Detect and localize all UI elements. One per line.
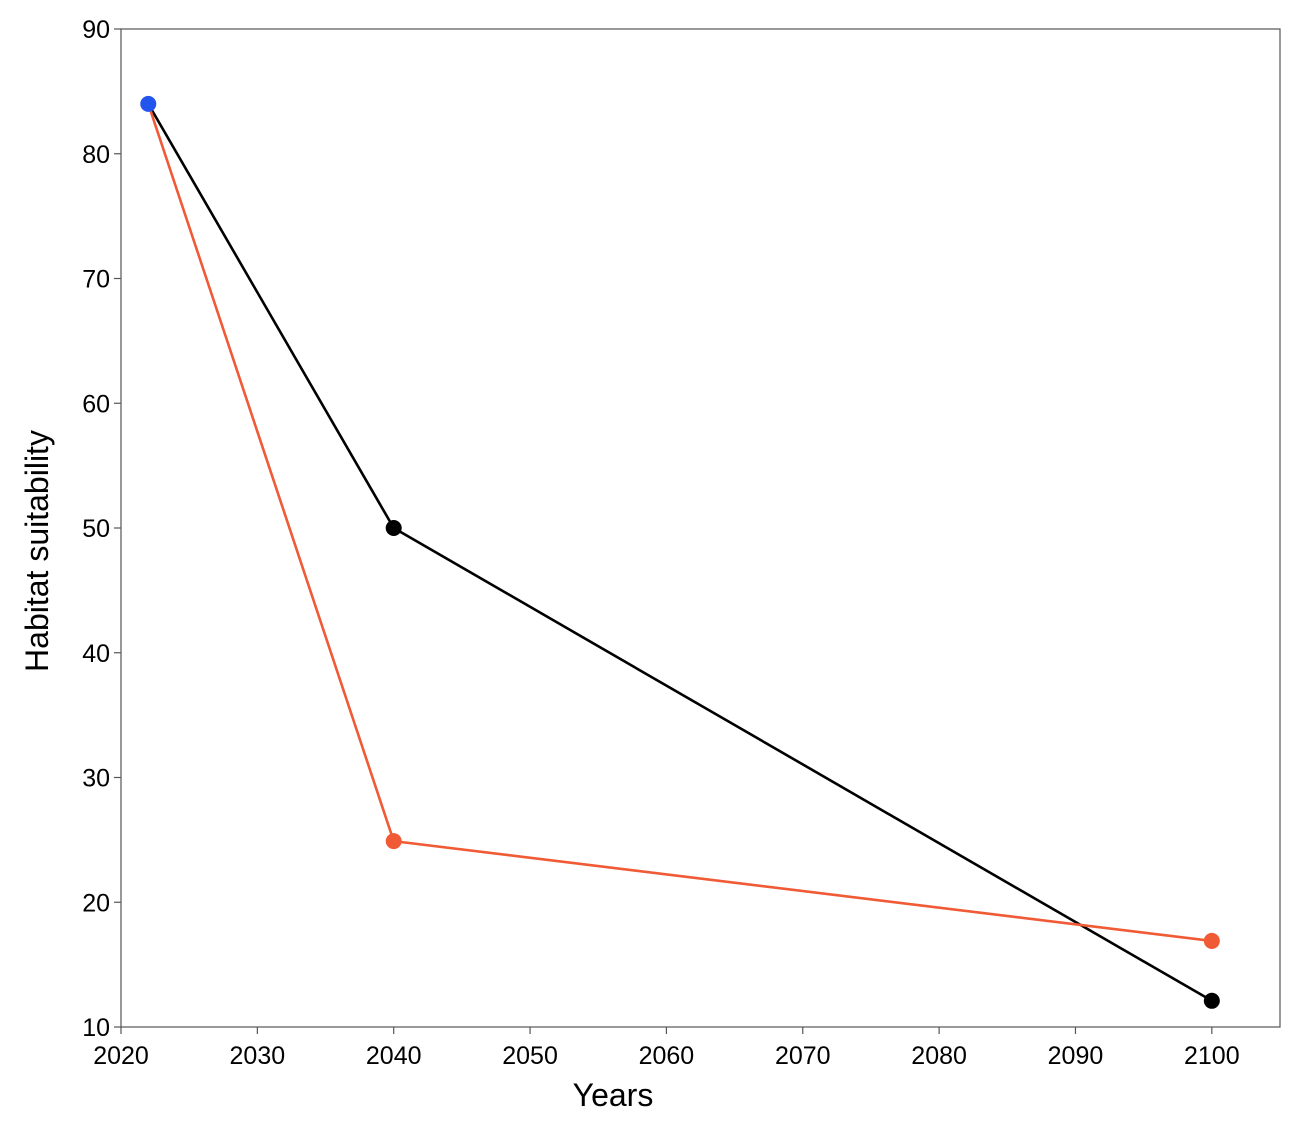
x-axis-ticks: 2020 2030 2040 2050 2060 2070 2080 2090 2100 (93, 1027, 1240, 1070)
series-2-point (385, 833, 402, 850)
x-tick-label: 2090 (1048, 1042, 1104, 1070)
y-tick-label: 80 (82, 141, 110, 169)
x-tick-label: 2080 (911, 1042, 967, 1070)
y-tick-label: 70 (82, 266, 110, 294)
y-axis-title: Habitat suitability (19, 430, 55, 672)
start-point (140, 95, 157, 112)
y-axis-ticks: 10 20 30 40 50 60 70 80 90 (82, 16, 121, 1042)
series-2-point (1203, 932, 1220, 949)
series-points (140, 95, 1220, 1009)
x-tick-label: 2020 (93, 1042, 149, 1070)
x-tick-label: 2100 (1184, 1042, 1240, 1070)
series-lines (147, 103, 1213, 1002)
y-tick-label: 20 (82, 889, 110, 917)
series-line-2 (147, 103, 1212, 943)
x-axis-title: Years (573, 1077, 654, 1113)
series-1-point (385, 520, 402, 536)
series-line-1 (147, 103, 1213, 1002)
x-tick-label: 2060 (639, 1042, 695, 1070)
y-tick-label: 10 (82, 1014, 110, 1042)
x-tick-label: 2030 (230, 1042, 286, 1070)
series-1-point (1203, 992, 1220, 1009)
y-tick-label: 30 (82, 765, 110, 793)
y-tick-label: 50 (82, 515, 110, 543)
y-tick-label: 90 (82, 16, 110, 44)
x-tick-label: 2040 (366, 1042, 422, 1070)
y-tick-label: 40 (82, 640, 110, 668)
x-tick-label: 2070 (775, 1042, 831, 1070)
x-tick-label: 2050 (502, 1042, 558, 1070)
y-tick-label: 60 (82, 390, 110, 418)
